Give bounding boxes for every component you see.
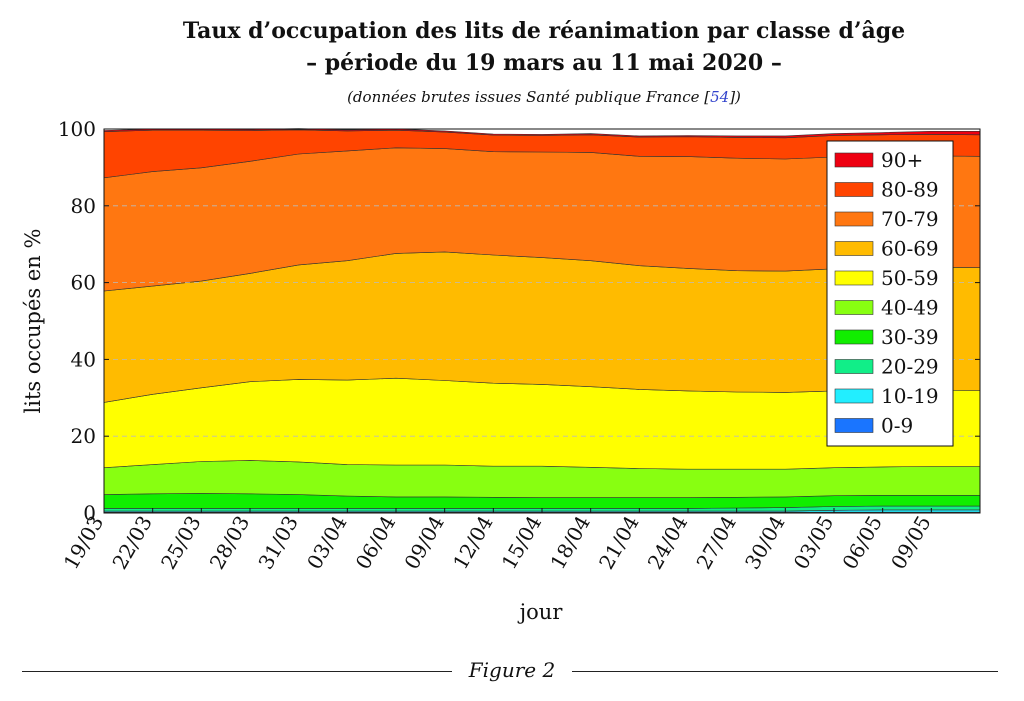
x-tick-label: 19/03 [59, 512, 109, 574]
chart-title-line2: – période du 19 mars au 11 mai 2020 – [306, 50, 782, 76]
legend-label: 60-69 [881, 237, 939, 261]
legend-swatch-90+ [834, 152, 874, 168]
chart-title-line1: Taux d’occupation des lits de réanimatio… [182, 18, 906, 44]
y-axis-label: lits occupés en % [21, 229, 45, 414]
x-tick-label: 06/05 [837, 512, 887, 574]
caption-rule-left [22, 671, 452, 672]
x-tick-label: 28/03 [205, 512, 255, 574]
x-tick-label: 21/04 [594, 512, 644, 574]
legend-swatch-60-69 [834, 241, 874, 256]
legend-swatch-40-49 [834, 300, 874, 315]
x-tick-label: 31/03 [253, 512, 303, 574]
x-tick-label: 30/04 [740, 512, 790, 574]
y-tick-label: 20 [71, 424, 96, 448]
legend-label: 10-19 [881, 384, 939, 408]
legend-label: 0-9 [881, 414, 913, 438]
x-tick-label: 09/04 [399, 512, 449, 574]
legend-label: 30-39 [881, 325, 939, 349]
y-tick-label: 40 [71, 347, 96, 371]
y-tick-label: 60 [71, 271, 96, 295]
legend-label: 90+ [881, 148, 923, 172]
y-tick-label: 0 [83, 501, 96, 525]
subtitle-prefix: (données brutes issues Santé publique Fr… [347, 88, 711, 106]
y-tick-label: 100 [58, 117, 96, 141]
legend-swatch-0-9 [834, 418, 874, 433]
legend-swatch-20-29 [834, 359, 874, 374]
legend-swatch-10-19 [834, 388, 874, 404]
x-tick-label: 03/04 [302, 512, 352, 574]
caption-rule-right [572, 671, 998, 672]
x-tick-label: 25/03 [156, 512, 206, 574]
x-tick-label: 18/04 [545, 512, 595, 574]
figure-caption: Figure 2 [468, 658, 556, 682]
x-tick-label: 24/04 [643, 512, 693, 574]
y-tick-label: 80 [71, 194, 96, 218]
legend-label: 20-29 [881, 355, 939, 379]
x-tick-label: 27/04 [691, 512, 741, 574]
x-tick-label: 12/04 [448, 512, 498, 574]
x-tick-label: 22/03 [107, 512, 157, 574]
legend-label: 70-79 [881, 207, 939, 231]
legend-label: 80-89 [881, 178, 939, 202]
x-tick-label: 06/04 [351, 512, 401, 574]
subtitle-suffix: ]) [729, 88, 741, 106]
chart-subtitle: (données brutes issues Santé publique Fr… [0, 88, 1024, 106]
legend-swatch-70-79 [834, 211, 874, 227]
legend-swatch-30-39 [834, 329, 874, 345]
legend-swatch-80-89 [834, 182, 874, 197]
x-tick-label: 15/04 [497, 512, 547, 574]
legend-label: 40-49 [881, 296, 939, 320]
x-axis-label: jour [517, 600, 564, 624]
x-tick-label: 03/05 [789, 512, 839, 574]
x-tick-label: 09/05 [886, 512, 936, 574]
subtitle-reference-link[interactable]: 54 [710, 88, 730, 106]
legend-swatch-50-59 [834, 270, 874, 286]
legend-label: 50-59 [881, 266, 939, 290]
